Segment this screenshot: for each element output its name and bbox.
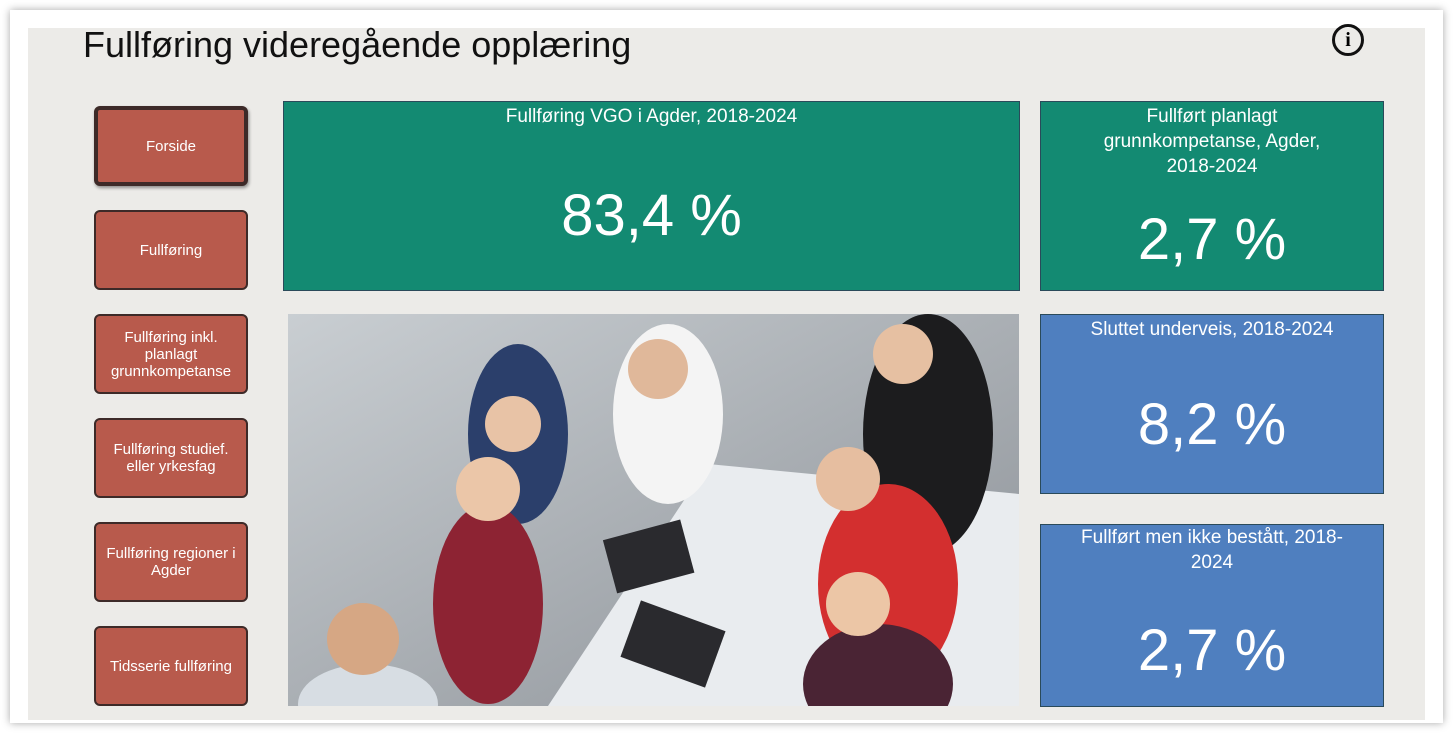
kpi-value: 2,7 %	[1041, 617, 1383, 684]
info-button[interactable]: i	[1332, 24, 1364, 56]
nav-button[interactable]: Fullføring studief. eller yrkesfag	[94, 418, 248, 498]
kpi-value: 83,4 %	[284, 182, 1019, 249]
page-title: Fullføring videregående opplæring	[83, 24, 631, 66]
kpi-card: Fullføring VGO i Agder, 2018-2024 83,4 %	[283, 101, 1020, 291]
photo	[288, 314, 1019, 706]
kpi-value: 2,7 %	[1041, 206, 1383, 273]
kpi-title: Sluttet underveis, 2018-2024	[1041, 315, 1383, 342]
nav-button[interactable]: Forside	[94, 106, 248, 186]
nav-button[interactable]: Fullføring	[94, 210, 248, 290]
kpi-card: Sluttet underveis, 2018-2024 8,2 %	[1040, 314, 1384, 494]
kpi-title: Fullføring VGO i Agder, 2018-2024	[284, 102, 1019, 129]
kpi-title: Fullført planlagt grunnkompetanse, Agder…	[1041, 102, 1383, 179]
nav-button[interactable]: Tidsserie fullføring	[94, 626, 248, 706]
kpi-card: Fullført planlagt grunnkompetanse, Agder…	[1040, 101, 1384, 291]
nav-button[interactable]: Fullføring regioner i Agder	[94, 522, 248, 602]
kpi-value: 8,2 %	[1041, 391, 1383, 458]
page: Fullføring videregående opplæring i Fors…	[0, 0, 1453, 733]
kpi-title: Fullført men ikke bestått, 2018-2024	[1041, 525, 1383, 575]
nav-button[interactable]: Fullføring inkl. planlagt grunnkompetans…	[94, 314, 248, 394]
kpi-card: Fullført men ikke bestått, 2018-2024 2,7…	[1040, 524, 1384, 707]
